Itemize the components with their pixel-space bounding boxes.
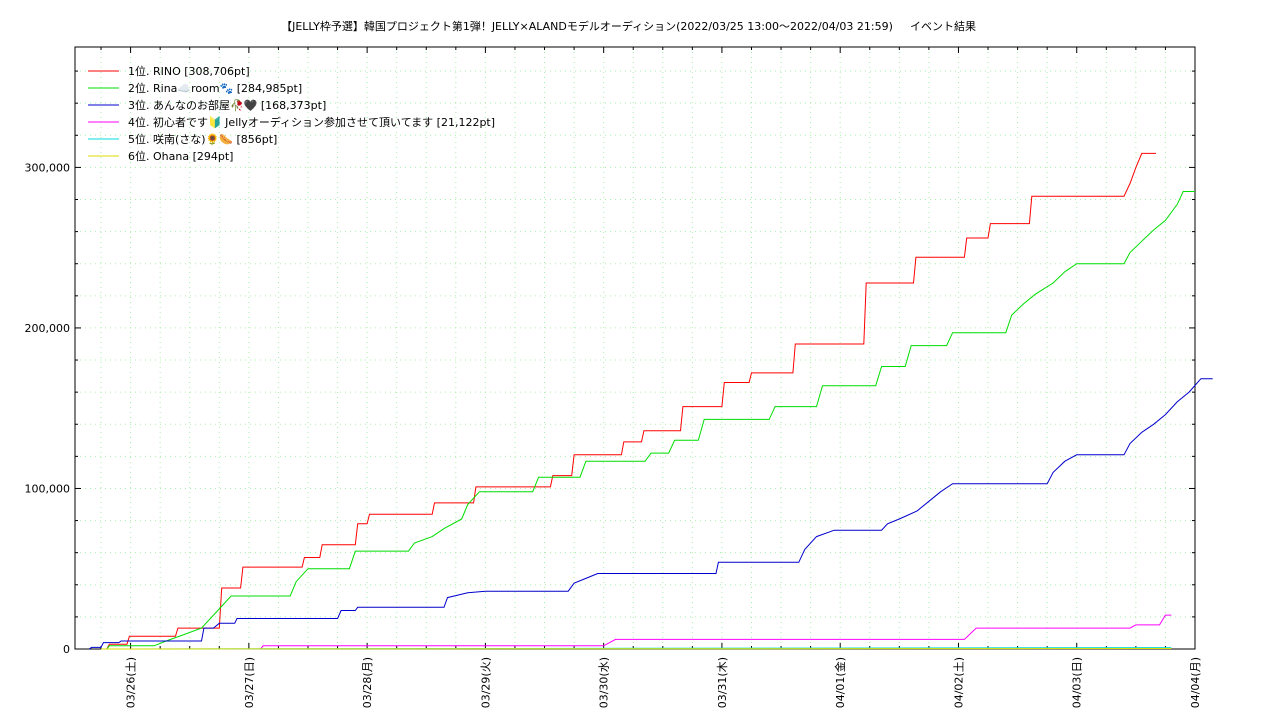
series-line-3: [88, 378, 1213, 650]
y-tick-label: 0: [63, 643, 70, 656]
x-tick-label: 03/31(木): [716, 657, 729, 708]
series-line-1: [106, 152, 1156, 650]
x-tick-label: 03/29(火): [479, 657, 492, 708]
x-tick-label: 03/26(土): [125, 657, 138, 708]
x-tick-label: 04/04(月): [1189, 657, 1202, 708]
x-tick-label: 04/02(土): [952, 657, 965, 708]
grid: [75, 47, 1196, 649]
legend-entry-4: 4位. 初心者です🔰 Jellyオーディション参加させて頂いてます [21,12…: [128, 115, 495, 129]
legend-entry-5: 5位. 咲南(さな)🌻🌭 [856pt]: [128, 132, 277, 146]
legend: 1位. RINO [308,706pt] 2位. Rina☁️room🐾 [284…: [88, 64, 495, 163]
x-tick-label: 03/28(月): [361, 657, 374, 708]
x-tick-label: 04/01(金): [833, 657, 847, 708]
y-tick-label: 100,000: [25, 482, 71, 495]
x-tick-label: 03/27(日): [243, 657, 256, 708]
legend-entry-2: 2位. Rina☁️room🐾 [284,985pt]: [128, 81, 302, 95]
chart-subtitle: イベント結果: [910, 19, 976, 33]
legend-entry-3: 3位. あんなのお部屋🥀🖤 [168,373pt]: [128, 98, 326, 112]
series-line-2: [106, 191, 1195, 650]
y-tick-label: 300,000: [25, 161, 71, 174]
x-tick-label: 04/03(日): [1071, 657, 1084, 708]
x-tick-label: 03/30(水): [598, 657, 611, 708]
y-tick-label: 200,000: [25, 322, 71, 335]
chart-title: 【JELLY枠予選】韓国プロジェクト第1弾！JELLY×ALANDモデルオーディ…: [281, 19, 893, 33]
legend-entry-1: 1位. RINO [308,706pt]: [128, 64, 250, 78]
series-lines: [88, 152, 1213, 650]
series-line-6: [100, 648, 1172, 650]
series-line-4: [124, 614, 1172, 650]
legend-entry-6: 6位. Ohana [294pt]: [128, 149, 233, 163]
axis-ticks: 0 100,000 200,000 300,000 03/26(土) 03/27(日) 03…: [25, 47, 1202, 708]
